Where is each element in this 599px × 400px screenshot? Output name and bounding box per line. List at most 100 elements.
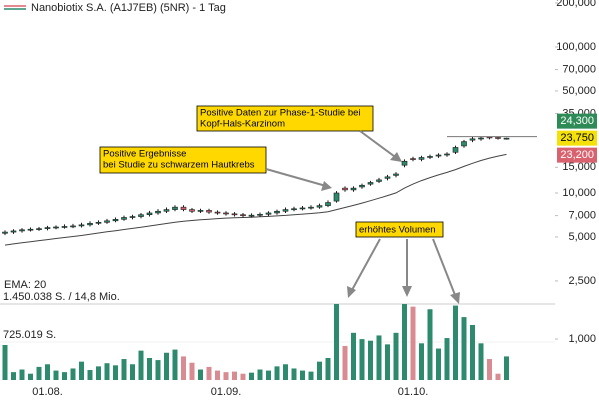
annotation: erhöhtes Volumen (347, 221, 460, 304)
volume-bar (325, 357, 331, 380)
volume-bar (419, 343, 424, 380)
annotation-text: erhöhtes Volumen (359, 225, 436, 236)
volume-bar (317, 361, 322, 380)
volume-bar (257, 369, 263, 380)
candle-body (418, 157, 425, 160)
volume-bar (487, 359, 492, 380)
candle-body (376, 179, 382, 182)
y-tick-label: 15,000 (562, 161, 596, 173)
volume-bar (359, 339, 365, 380)
ema-label: EMA: 20 (4, 279, 46, 291)
volume-bar (385, 344, 390, 380)
volume-bar (478, 343, 484, 380)
candle-body (78, 224, 85, 227)
volume-bar (240, 373, 246, 380)
arrow (351, 238, 381, 291)
x-tick-label: 01.09. (211, 386, 242, 398)
candle-body (384, 176, 391, 179)
candle-body (189, 209, 195, 212)
arrowhead (450, 292, 460, 304)
candle-body (342, 187, 348, 191)
candle-body (393, 173, 399, 176)
candle-body (138, 214, 144, 217)
volume-bar (189, 362, 195, 380)
price-marker (557, 113, 597, 129)
price-marker-label: 23,200 (560, 149, 594, 161)
volume-bar (351, 332, 356, 380)
candle-body (248, 214, 255, 217)
volume-bar (410, 306, 416, 380)
candle-body (333, 192, 340, 202)
candle-body (223, 212, 229, 215)
arrowhead (390, 152, 402, 162)
volume-bar (28, 373, 33, 380)
legend: Nanobiotix S.A. (A1J7EB) (5NR) - 1 Tag (4, 2, 226, 14)
candle-body (112, 219, 119, 222)
annotation-text: Positive Daten zur Phase-1-Studie bei (200, 108, 361, 119)
volume-bar (342, 345, 348, 380)
candle-body (282, 209, 289, 212)
candle-body (503, 137, 510, 140)
volume-bar (87, 370, 93, 380)
y-tick-label: 5,000 (568, 231, 596, 243)
volume-bar (461, 317, 467, 380)
volume-bar (2, 344, 8, 380)
volume-bar (402, 304, 407, 380)
annotation: Positive Daten zur Phase-1-Studie bei Ko… (196, 105, 402, 162)
volume-bar (45, 364, 50, 380)
candle-body (299, 207, 306, 210)
y-tick-label: 50,000 (562, 85, 596, 97)
candle-body (2, 231, 8, 234)
candle-body (61, 226, 68, 228)
volume-bar (393, 332, 399, 380)
candle-body (10, 230, 17, 233)
volume-bar (121, 359, 127, 380)
arrowhead (347, 286, 356, 298)
volume-bar (206, 366, 212, 380)
volume-bar (147, 357, 152, 380)
annotation-text: Kopf-Hals-Karzinom (200, 119, 285, 130)
candle-body (180, 206, 187, 210)
volume-bar (249, 372, 254, 380)
annotation-text: bei Studie zu schwarzem Hautkrebs (103, 160, 255, 171)
candle-body (146, 212, 153, 216)
x-tick-label: 01.10. (398, 386, 429, 398)
volume-bar (334, 304, 339, 380)
candle-body (19, 229, 25, 232)
volume-bar (266, 370, 271, 380)
volume-bar (308, 371, 314, 380)
annotation-box (355, 221, 444, 238)
volume-bar (19, 369, 25, 380)
candle-body (36, 228, 42, 230)
volume-bar (172, 349, 178, 380)
volume-bar (130, 364, 135, 380)
arrow (359, 130, 399, 160)
candle-body (231, 213, 238, 216)
price-marker (557, 147, 597, 163)
candle-body (87, 223, 93, 226)
chart-title: Nanobiotix S.A. (A1J7EB) (5NR) - 1 Tag (31, 2, 226, 14)
y-tick-label: 2,500 (568, 275, 596, 287)
candle-body (197, 210, 204, 212)
candle-body (172, 206, 178, 210)
candle-body (265, 212, 272, 215)
volume-bar (283, 364, 288, 380)
volume-bar (104, 363, 110, 380)
candle-body (121, 217, 127, 220)
candle-body (325, 202, 331, 206)
volume-bar (138, 350, 144, 380)
volume-bar (36, 366, 42, 380)
candle-body (367, 182, 374, 185)
volume-bar (181, 356, 186, 380)
candle-body (44, 227, 51, 229)
volume-bar (215, 370, 220, 380)
y-tick-label: 100,000 (556, 41, 596, 53)
candle-body (163, 209, 170, 212)
candle-body (452, 147, 459, 153)
candle-body (469, 138, 476, 141)
volume-bar (164, 352, 169, 380)
arrow (265, 168, 327, 187)
arrowhead (402, 286, 412, 297)
